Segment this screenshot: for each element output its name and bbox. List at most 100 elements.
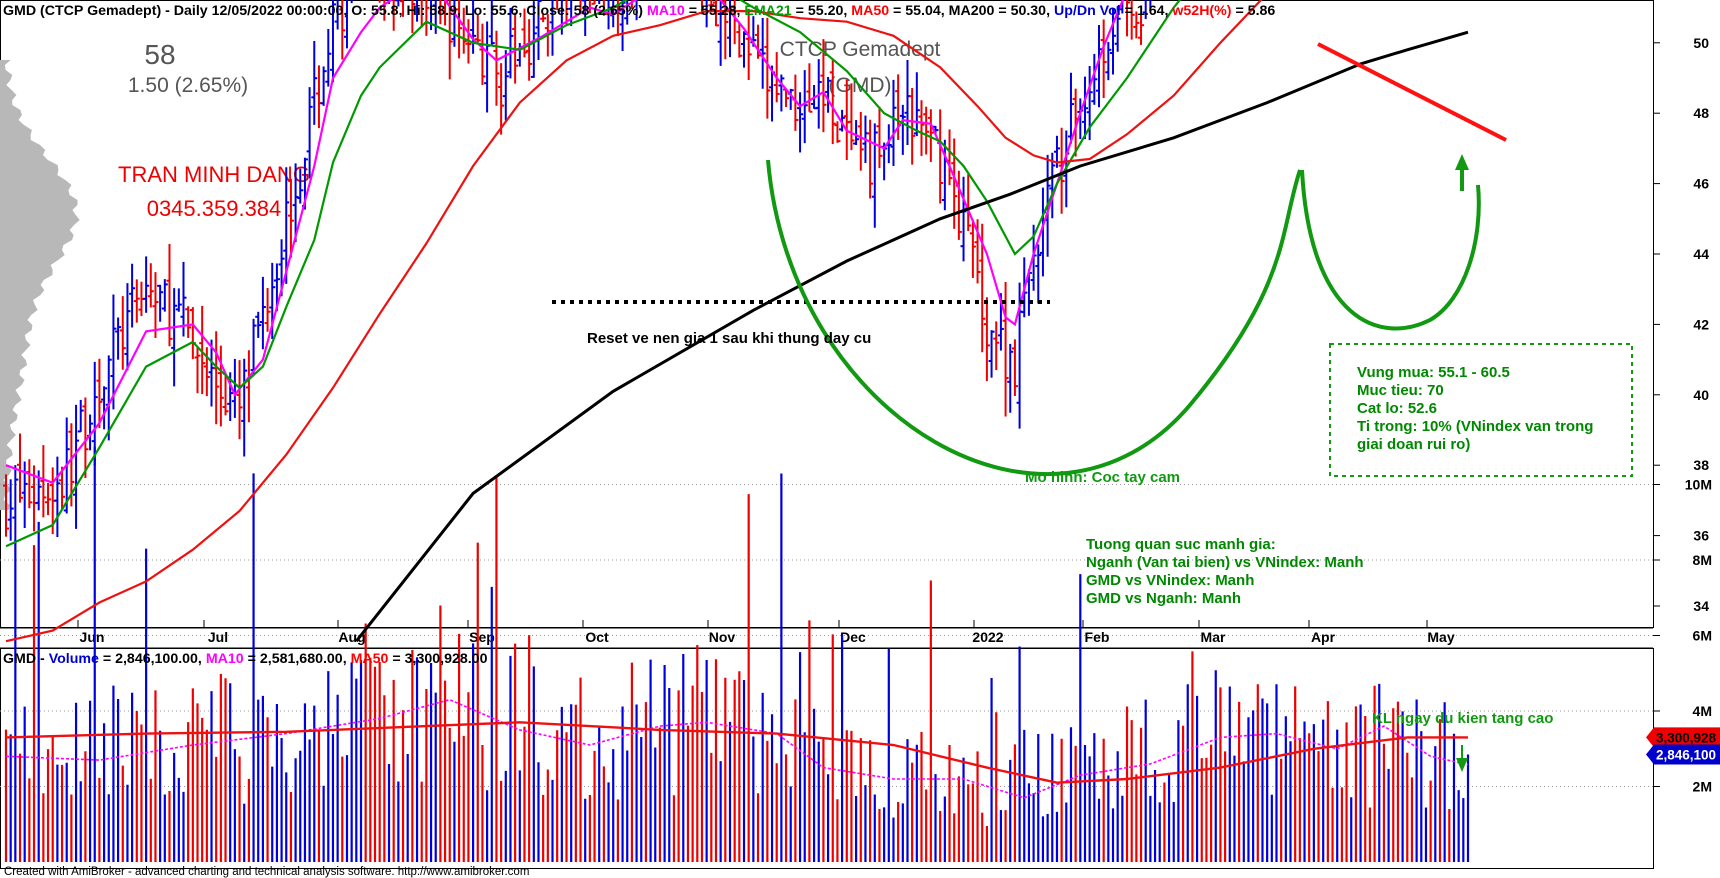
volume-ma10-line [5,698,1469,799]
price-bar [801,70,808,144]
price-bar [568,0,573,26]
price-bar [876,106,883,169]
price-bar [825,76,832,113]
footer-text: Created with AmiBroker - advanced charti… [4,866,529,878]
price-bar [602,0,607,16]
price-bar [110,294,117,410]
price-bar [1095,24,1102,108]
header-segment-6: = 3,300,928.00 [388,651,487,667]
price-bar [432,0,437,34]
time-tick-label: Apr [1311,629,1336,645]
price-bar [329,0,336,83]
price-bar [411,0,416,34]
trade-plan-line: giai doan rui ro) [1357,436,1470,453]
header-segment-4: = 2,581,680.00, [244,651,351,667]
price-bar [867,119,874,199]
price-bar [133,279,140,323]
price-bar [820,39,827,133]
header-segment-10: = 5.86 [1232,3,1276,19]
pattern-note: Mo hinh: Coc tay cam [1025,469,1180,486]
price-bar [1091,53,1098,105]
price-tick-label: 48 [1693,105,1709,121]
price-bar [834,121,841,143]
price-bar [488,0,495,46]
price-bar [283,167,290,284]
price-bar [311,40,318,125]
volume-profile [0,60,80,510]
price-bar [736,22,743,58]
price-tick-label: 34 [1693,598,1709,614]
price-bar [829,60,836,145]
price-bar [1007,343,1014,413]
price-bar [848,83,855,151]
price-bar [871,123,878,228]
price-bar [448,0,453,80]
time-tick-label: Jul [208,629,228,645]
price-bar [40,445,47,518]
volume-tick-label: 8M [1693,552,1712,568]
price-bar [853,120,860,145]
price-bar [161,279,168,312]
price-bar [857,111,864,171]
price-bar [425,0,430,36]
header-segment-2: = 55.28, [685,3,745,19]
change-label: 1.50 (2.65%) [128,74,248,97]
volume-bars [4,446,1470,862]
trade-plan-line: Vung mua: 55.1 - 60.5 [1357,364,1510,381]
trade-plan-line: Cat lo: 52.6 [1357,400,1437,417]
volume-tick-label: 6M [1693,628,1712,644]
header-segment-7: Up/Dn Vol [1054,3,1121,19]
price-bar [493,30,500,106]
price-bar [147,263,154,308]
price-bar [1110,8,1117,75]
price-bar [591,0,596,5]
cup-curve [766,159,1302,477]
price-bar [59,466,66,510]
price-tick-label: 44 [1693,246,1709,262]
time-tick-label: Oct [585,629,609,645]
price-bar [171,288,178,387]
price-bar [17,433,24,503]
price-bar [1049,152,1056,219]
header-segment-5: MA50 [851,3,889,19]
volume-marker-label: 3,300,928 [1656,730,1717,745]
ema21-line [5,0,1182,548]
price-bar [764,17,771,119]
price-bar [12,465,19,546]
price-bar [806,63,813,113]
price-tick-label: 46 [1693,176,1709,192]
price-bar [556,0,559,10]
handle-curve [1300,169,1481,331]
price-bar [383,0,386,21]
strength-line: GMD vs VNindex: Manh [1086,572,1254,589]
last-price-label: 58 [144,39,175,70]
price-bar [119,296,126,370]
price-bar [530,1,537,78]
price-bar [45,482,52,516]
price-bar [259,276,266,350]
volume-marker-label: 2,846,100 [1656,748,1716,763]
price-bar [624,0,629,25]
price-bar [3,474,9,537]
price-bar [91,361,98,466]
trade-plan-box [1329,343,1633,477]
phone-label: 0345.359.384 [147,196,282,221]
volume-note: KL ngay du kien tang cao [1372,710,1553,727]
price-bar [969,219,976,278]
price-bar [778,74,785,112]
header-segment-9: w52H(%) [1171,3,1231,19]
price-bar [909,88,916,165]
price-bar [797,92,804,153]
price-bar [339,0,346,60]
price-bar [129,263,136,328]
price-bar [983,297,990,382]
time-tick-label: May [1427,629,1454,645]
price-bar [180,261,187,337]
price-bar [217,345,224,427]
header-segment-0: GMD - [3,651,49,667]
price-bar [1138,13,1145,45]
price-bar [7,479,14,541]
price-bar [759,17,766,89]
price-axis: 34363840424446485052545658606264 [1653,35,1709,614]
strength-line: GMD vs Nganh: Manh [1086,590,1241,607]
